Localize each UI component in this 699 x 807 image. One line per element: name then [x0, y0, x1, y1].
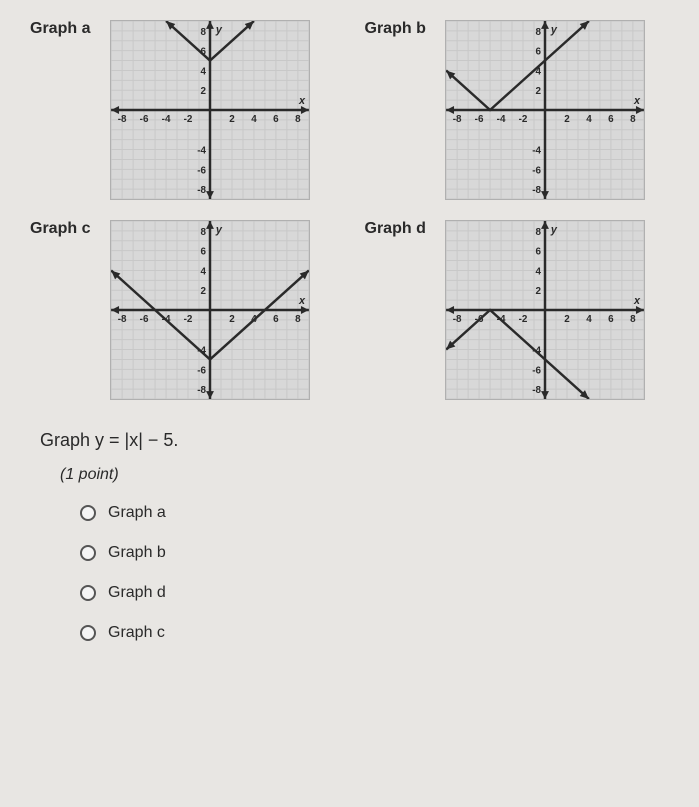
radio-icon[interactable] [80, 585, 96, 601]
svg-text:x: x [633, 295, 641, 307]
svg-text:-8: -8 [197, 185, 206, 196]
svg-text:8: 8 [295, 114, 301, 125]
graph-d-cell: Graph d -8-6-4-22468-8-6-42468xy [365, 220, 670, 400]
svg-text:-2: -2 [518, 314, 527, 325]
graphs-grid: Graph a -8 -6 -4 -2 2 4 6 8 -8 -6 -4 2 4 6 8 x y Graph b… [30, 20, 669, 400]
svg-text:6: 6 [535, 247, 541, 258]
svg-text:8: 8 [535, 227, 541, 238]
graph-d-box: -8-6-4-22468-8-6-42468xy [445, 220, 645, 400]
svg-text:6: 6 [535, 47, 541, 58]
option-d[interactable]: Graph d [80, 584, 669, 602]
svg-text:2: 2 [229, 314, 235, 325]
svg-text:4: 4 [201, 266, 207, 277]
question-text: Graph y = |x| − 5. [40, 430, 669, 451]
svg-text:-8: -8 [452, 314, 461, 325]
svg-text:-2: -2 [518, 114, 527, 125]
svg-text:y: y [549, 224, 557, 236]
svg-text:8: 8 [201, 227, 207, 238]
svg-text:2: 2 [229, 114, 235, 125]
svg-text:-8: -8 [452, 114, 461, 125]
svg-text:4: 4 [586, 114, 592, 125]
svg-text:-8: -8 [118, 114, 127, 125]
svg-text:x: x [633, 95, 641, 107]
svg-text:6: 6 [608, 114, 614, 125]
svg-text:-8: -8 [197, 385, 206, 396]
radio-icon[interactable] [80, 545, 96, 561]
svg-text:6: 6 [273, 114, 279, 125]
svg-text:-6: -6 [140, 114, 149, 125]
graph-d-label: Graph d [365, 220, 435, 238]
svg-text:6: 6 [608, 314, 614, 325]
svg-text:-6: -6 [197, 165, 206, 176]
option-c[interactable]: Graph c [80, 624, 669, 642]
svg-text:-6: -6 [532, 165, 541, 176]
graph-b-svg: -8-6-4-22468-8-6-42468xy [446, 21, 644, 199]
graph-a-label: Graph a [30, 20, 100, 38]
svg-text:-2: -2 [184, 314, 193, 325]
svg-text:2: 2 [201, 286, 207, 297]
svg-text:2: 2 [564, 114, 570, 125]
graph-b-box: -8-6-4-22468-8-6-42468xy [445, 20, 645, 200]
svg-text:6: 6 [201, 247, 207, 258]
svg-text:4: 4 [251, 114, 257, 125]
svg-text:4: 4 [586, 314, 592, 325]
svg-text:-4: -4 [162, 114, 171, 125]
svg-text:-2: -2 [184, 114, 193, 125]
graph-c-svg: -8-6-4-22468-8-6-42468xy [111, 221, 309, 399]
svg-text:2: 2 [564, 314, 570, 325]
graph-a-cell: Graph a -8-6-4-22468-8-6-42468xy [30, 20, 335, 200]
graph-c-box: -8-6-4-22468-8-6-42468xy [110, 220, 310, 400]
graph-b-label: Graph b [365, 20, 435, 38]
svg-text:-8: -8 [532, 185, 541, 196]
option-d-label: Graph d [108, 584, 166, 602]
svg-text:y: y [215, 24, 223, 36]
points-label: (1 point) [60, 466, 669, 484]
svg-text:8: 8 [535, 27, 541, 38]
options-list: Graph a Graph b Graph d Graph c [80, 504, 669, 642]
option-c-label: Graph c [108, 624, 165, 642]
graph-a-svg: -8-6-4-22468-8-6-42468xy [111, 21, 309, 199]
svg-text:8: 8 [630, 314, 636, 325]
graph-d-svg: -8-6-4-22468-8-6-42468xy [446, 221, 644, 399]
svg-text:8: 8 [630, 114, 636, 125]
svg-text:y: y [215, 224, 223, 236]
svg-text:y: y [549, 24, 557, 36]
svg-text:2: 2 [535, 86, 541, 97]
graph-a-box: -8-6-4-22468-8-6-42468xy [110, 20, 310, 200]
svg-text:6: 6 [273, 314, 279, 325]
graph-b-cell: Graph b -8-6-4-22468-8-6-42468xy [365, 20, 670, 200]
svg-text:-8: -8 [532, 385, 541, 396]
svg-text:-6: -6 [140, 314, 149, 325]
svg-text:-6: -6 [197, 365, 206, 376]
option-b[interactable]: Graph b [80, 544, 669, 562]
svg-text:4: 4 [201, 66, 207, 77]
svg-text:x: x [298, 295, 306, 307]
svg-text:8: 8 [201, 27, 207, 38]
graph-c-label: Graph c [30, 220, 100, 238]
option-a[interactable]: Graph a [80, 504, 669, 522]
svg-text:2: 2 [201, 86, 207, 97]
graph-c-cell: Graph c -8-6-4-22468-8-6-42468xy [30, 220, 335, 400]
svg-text:-6: -6 [474, 114, 483, 125]
svg-text:8: 8 [295, 314, 301, 325]
svg-text:-6: -6 [532, 365, 541, 376]
svg-text:x: x [298, 95, 306, 107]
svg-text:2: 2 [535, 286, 541, 297]
svg-text:-4: -4 [532, 146, 541, 157]
svg-text:-4: -4 [496, 114, 505, 125]
svg-text:4: 4 [535, 266, 541, 277]
svg-text:-8: -8 [118, 314, 127, 325]
option-b-label: Graph b [108, 544, 166, 562]
option-a-label: Graph a [108, 504, 166, 522]
svg-text:-4: -4 [197, 146, 206, 157]
radio-icon[interactable] [80, 505, 96, 521]
radio-icon[interactable] [80, 625, 96, 641]
